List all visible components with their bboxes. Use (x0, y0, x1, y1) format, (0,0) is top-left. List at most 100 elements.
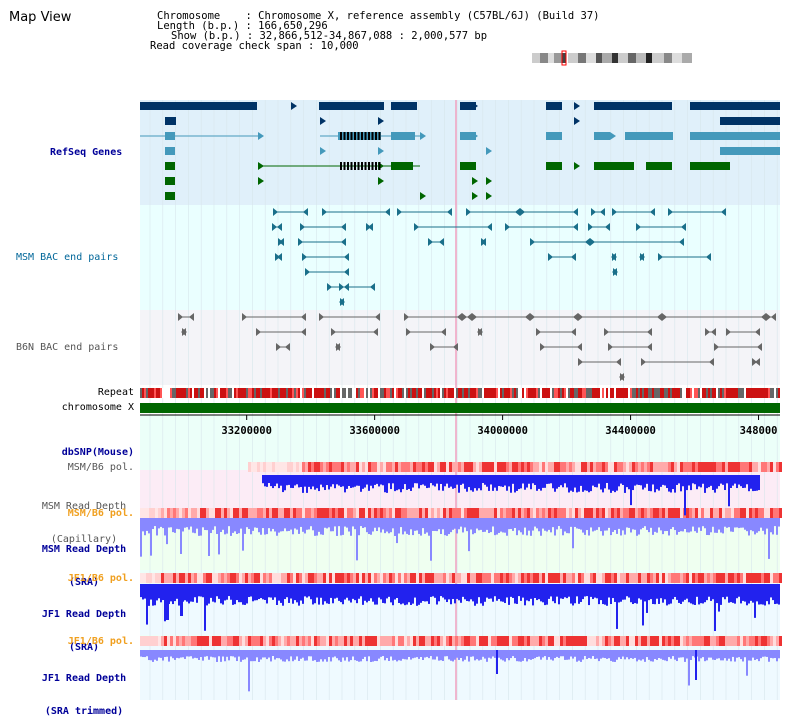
depth-bar (492, 518, 494, 527)
track-label-jf1-depth-trim[interactable]: JF1 Read Depth (SRA trimmed) (20, 651, 148, 728)
repeat-segment (556, 388, 558, 398)
track-label-jf1-depth-sra[interactable]: JF1 Read Depth (SRA) (20, 587, 148, 664)
repeat-segment (520, 388, 522, 398)
polymorphism-cell (284, 462, 287, 472)
repeat-segment (376, 388, 378, 398)
polymorphism-cell (584, 573, 587, 583)
polymorphism-cell (416, 636, 419, 646)
polymorphism-cell (653, 636, 656, 646)
bac-end-marker (658, 253, 663, 261)
depth-bar (152, 584, 154, 606)
repeat-segment (716, 388, 718, 398)
polymorphism-cell (623, 508, 626, 518)
depth-bar (738, 584, 740, 597)
depth-bar (380, 475, 382, 485)
depth-bar (772, 518, 774, 535)
polymorphism-cell (458, 508, 461, 518)
repeat-segment (402, 388, 404, 398)
bac-end-marker (605, 223, 610, 231)
depth-bar (590, 650, 592, 659)
depth-bar (148, 584, 150, 606)
repeat-segment (434, 388, 436, 398)
track-label-dbsnp[interactable]: dbSNP(Mouse) (61, 447, 134, 458)
polymorphism-cell (362, 636, 365, 646)
depth-bar (588, 650, 590, 658)
depth-bar (516, 584, 518, 604)
bac-end-marker (714, 343, 719, 351)
depth-bar (162, 518, 164, 529)
track-label-msm-bac[interactable]: MSM BAC end pairs (16, 252, 119, 263)
depth-bar (280, 475, 282, 486)
depth-bar (714, 475, 716, 493)
depth-bar (146, 584, 148, 625)
b6n-bac-band (140, 310, 780, 385)
depth-bar (310, 518, 312, 527)
bac-end-marker (726, 328, 731, 336)
repeat-segment (462, 388, 464, 398)
depth-bar (504, 518, 506, 533)
track-label-msm-pol[interactable]: MSM/B6 pol. (67, 462, 134, 473)
repeat-segment (586, 388, 588, 398)
depth-bar (662, 584, 664, 603)
bac-end-marker (397, 208, 402, 216)
polymorphism-cell (701, 636, 704, 646)
depth-bar (758, 475, 760, 491)
polymorphism-cell (305, 462, 308, 472)
depth-bar (396, 584, 398, 598)
polymorphism-cell (686, 636, 689, 646)
track-label-b6n-bac[interactable]: B6N BAC end pairs (16, 342, 119, 353)
depth-bar (510, 518, 512, 529)
polymorphism-cell (311, 573, 314, 583)
track-label-jf1-pol[interactable]: JF1/B6 pol. (67, 573, 134, 584)
depth-bar (648, 518, 650, 533)
bac-end-marker (414, 223, 419, 231)
track-label-refseq[interactable]: RefSeq Genes (50, 147, 123, 158)
repeat-segment (188, 388, 190, 398)
depth-bar (572, 650, 574, 659)
depth-bar (490, 475, 492, 485)
track-label-jf1-pol-2[interactable]: JF1/B6 pol. (67, 636, 134, 647)
depth-bar (598, 475, 600, 484)
track-label-msm-pol-2[interactable]: MSM/B6 pol. (67, 508, 134, 519)
depth-bar (654, 518, 656, 532)
depth-bar (410, 475, 412, 491)
polymorphism-cell (335, 462, 338, 472)
depth-bar (612, 584, 614, 599)
polymorphism-cell (674, 462, 677, 472)
depth-bar (578, 475, 580, 492)
repeat-segment (458, 388, 460, 398)
depth-bar (778, 518, 780, 527)
depth-bar (178, 518, 180, 530)
gene-arrow (472, 132, 478, 140)
depth-bar (366, 650, 368, 662)
polymorphism-cell (491, 573, 494, 583)
depth-bar (670, 518, 672, 530)
repeat-segment (704, 388, 706, 398)
polymorphism-cell (662, 573, 665, 583)
bac-end-marker (477, 328, 482, 336)
gene-exon-mark (364, 132, 367, 140)
genome-map[interactable] (0, 0, 800, 700)
bac-end-marker (339, 298, 344, 306)
repeat-segment (744, 388, 746, 398)
depth-bar (600, 475, 602, 490)
polymorphism-cell (710, 508, 713, 518)
polymorphism-cell (200, 508, 203, 518)
depth-bar (162, 584, 164, 601)
track-label-msm-depth-cap[interactable]: MSM Read Depth (Capillary) (20, 479, 148, 556)
repeat-segment (474, 388, 476, 398)
gene-block (646, 162, 672, 170)
depth-bar (346, 650, 348, 658)
depth-bar (320, 518, 322, 535)
polymorphism-cell (347, 462, 350, 472)
polymorphism-cell (353, 508, 356, 518)
track-label-msm-depth-sra[interactable]: MSM Read Depth (SRA) (20, 522, 148, 599)
polymorphism-cell (641, 508, 644, 518)
polymorphism-cell (236, 508, 239, 518)
polymorphism-cell (506, 636, 509, 646)
depth-bar (332, 518, 334, 532)
depth-bar (232, 650, 234, 657)
polymorphism-cell (515, 573, 518, 583)
depth-bar (140, 584, 142, 598)
depth-bar (276, 518, 278, 536)
